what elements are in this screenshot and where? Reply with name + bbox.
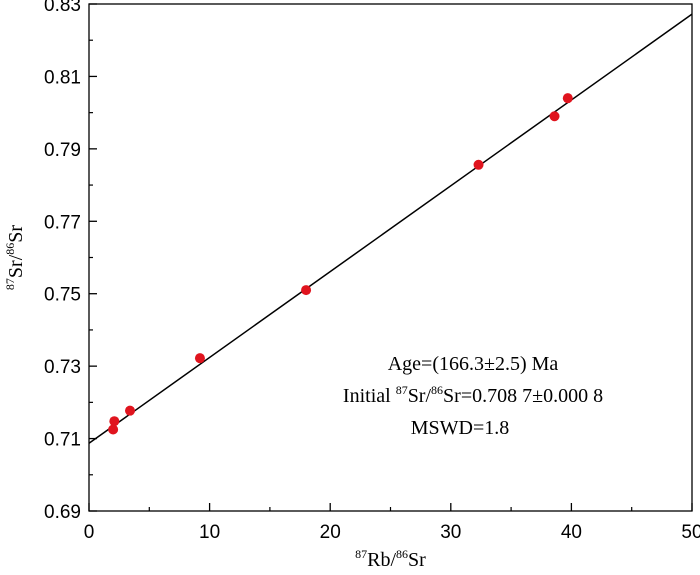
y-tick-label: 0.71 bbox=[44, 430, 81, 451]
x-tick-label: 20 bbox=[320, 522, 341, 543]
annot-suffix: Sr=0.708 7±0.000 8 bbox=[443, 385, 603, 407]
isochron-fit-line bbox=[88, 13, 693, 444]
y-axis-title: 87Sr/86Sr bbox=[3, 225, 27, 290]
y-axis-ticks: 0.69 0.71 0.73 0.75 0.77 0.79 0.81 0.83 bbox=[44, 0, 97, 523]
data-point bbox=[109, 416, 120, 427]
data-points-layer bbox=[108, 93, 573, 435]
data-point bbox=[549, 111, 560, 122]
annot-sup2: 86 bbox=[431, 383, 443, 397]
x-title-sup2: 86 bbox=[396, 547, 408, 561]
y-tick-label: 0.81 bbox=[44, 67, 81, 88]
annot-sup1: 87 bbox=[396, 383, 408, 397]
annotation-age: Age=(166.3±2.5) Ma bbox=[388, 353, 559, 375]
y-title-base2: Sr bbox=[5, 225, 27, 243]
isochron-annotation: Age=(166.3±2.5) Ma Initial 87Sr/86Sr=0.7… bbox=[343, 353, 603, 439]
data-point bbox=[301, 285, 312, 296]
data-point bbox=[125, 405, 136, 416]
annot-prefix: Initial bbox=[343, 385, 396, 407]
y-title-base1: Sr/ bbox=[5, 254, 27, 278]
x-tick-label: 40 bbox=[561, 522, 582, 543]
data-point bbox=[108, 424, 119, 435]
x-axis-title: 87Rb/86Sr bbox=[355, 547, 426, 571]
x-tick-label: 50 bbox=[681, 522, 700, 543]
data-point bbox=[473, 159, 484, 170]
annotation-initial-ratio: Initial 87Sr/86Sr=0.708 7±0.000 8 bbox=[343, 383, 603, 407]
x-title-base1: Rb/ bbox=[367, 549, 396, 571]
x-title-base2: Sr bbox=[408, 549, 426, 571]
y-tick-label: 0.75 bbox=[44, 285, 81, 306]
y-tick-label: 0.73 bbox=[44, 357, 81, 378]
y-tick-label: 0.69 bbox=[44, 502, 81, 523]
annotation-mswd: MSWD=1.8 bbox=[411, 417, 510, 439]
y-tick-label: 0.79 bbox=[44, 140, 81, 161]
x-axis-ticks: 0 10 20 30 40 50 bbox=[84, 503, 700, 543]
y-tick-label: 0.83 bbox=[44, 0, 81, 16]
x-title-sup1: 87 bbox=[355, 547, 367, 561]
y-tick-label: 0.77 bbox=[44, 212, 81, 233]
x-tick-label: 10 bbox=[199, 522, 220, 543]
y-title-sup1: 87 bbox=[3, 278, 17, 290]
y-title-sup2: 86 bbox=[3, 243, 17, 255]
data-point bbox=[562, 93, 573, 104]
x-tick-label: 0 bbox=[84, 522, 95, 543]
plot-frame bbox=[88, 3, 693, 512]
x-tick-label: 30 bbox=[440, 522, 461, 543]
data-point bbox=[194, 353, 205, 364]
annot-mid: Sr/ bbox=[408, 385, 432, 407]
fit-line-layer bbox=[88, 13, 693, 444]
